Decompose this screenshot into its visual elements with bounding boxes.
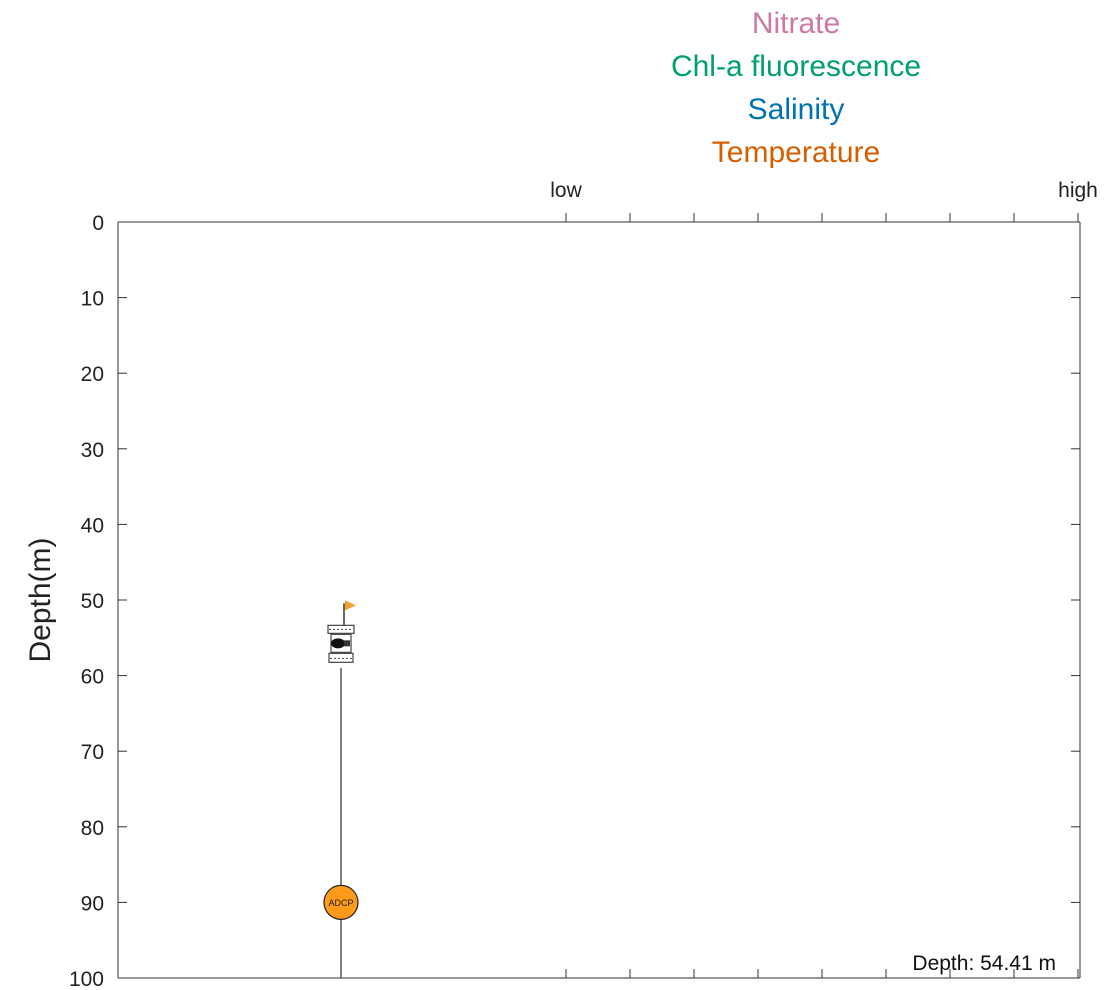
y-tick-label: 60 [81,666,104,689]
y-tick-label: 20 [81,363,104,386]
y-axis-title: Depth(m) [24,537,57,662]
axes: 0 10 20 30 40 50 60 70 80 90 100 low high [69,179,1098,990]
y-tick-label: 10 [81,288,104,311]
y-tick-label: 50 [81,590,104,613]
y-tick-label: 90 [81,892,104,915]
adcp-marker [323,884,359,921]
profiler-instrument-icon [327,600,356,663]
top-axis-high-label: high [1058,179,1098,202]
top-axis-low-label: low [550,179,582,202]
y-tick-label: 40 [81,514,104,537]
adcp-label: ADCP [328,898,353,908]
y-tick-label: 0 [92,212,104,235]
y-tick-label: 30 [81,439,104,462]
profiler-sensor [331,638,345,649]
profiler-sensor-small [344,640,350,647]
profiler-flag [345,600,356,611]
y-tick-label: 70 [81,741,104,764]
profiler-bottom-block [328,652,354,663]
y-tick-label: 80 [81,817,104,840]
mooring: ADCP [323,600,359,978]
legend-item-temperature: Temperature [711,136,881,169]
legend-item-nitrate: Nitrate [751,7,841,40]
depth-readout: Depth: 54.41 m [912,952,1056,975]
y-tick-label: 100 [69,968,104,990]
legend-item-chl-a: Chl-a fluorescence [670,50,922,83]
legend-item-salinity: Salinity [747,93,845,126]
